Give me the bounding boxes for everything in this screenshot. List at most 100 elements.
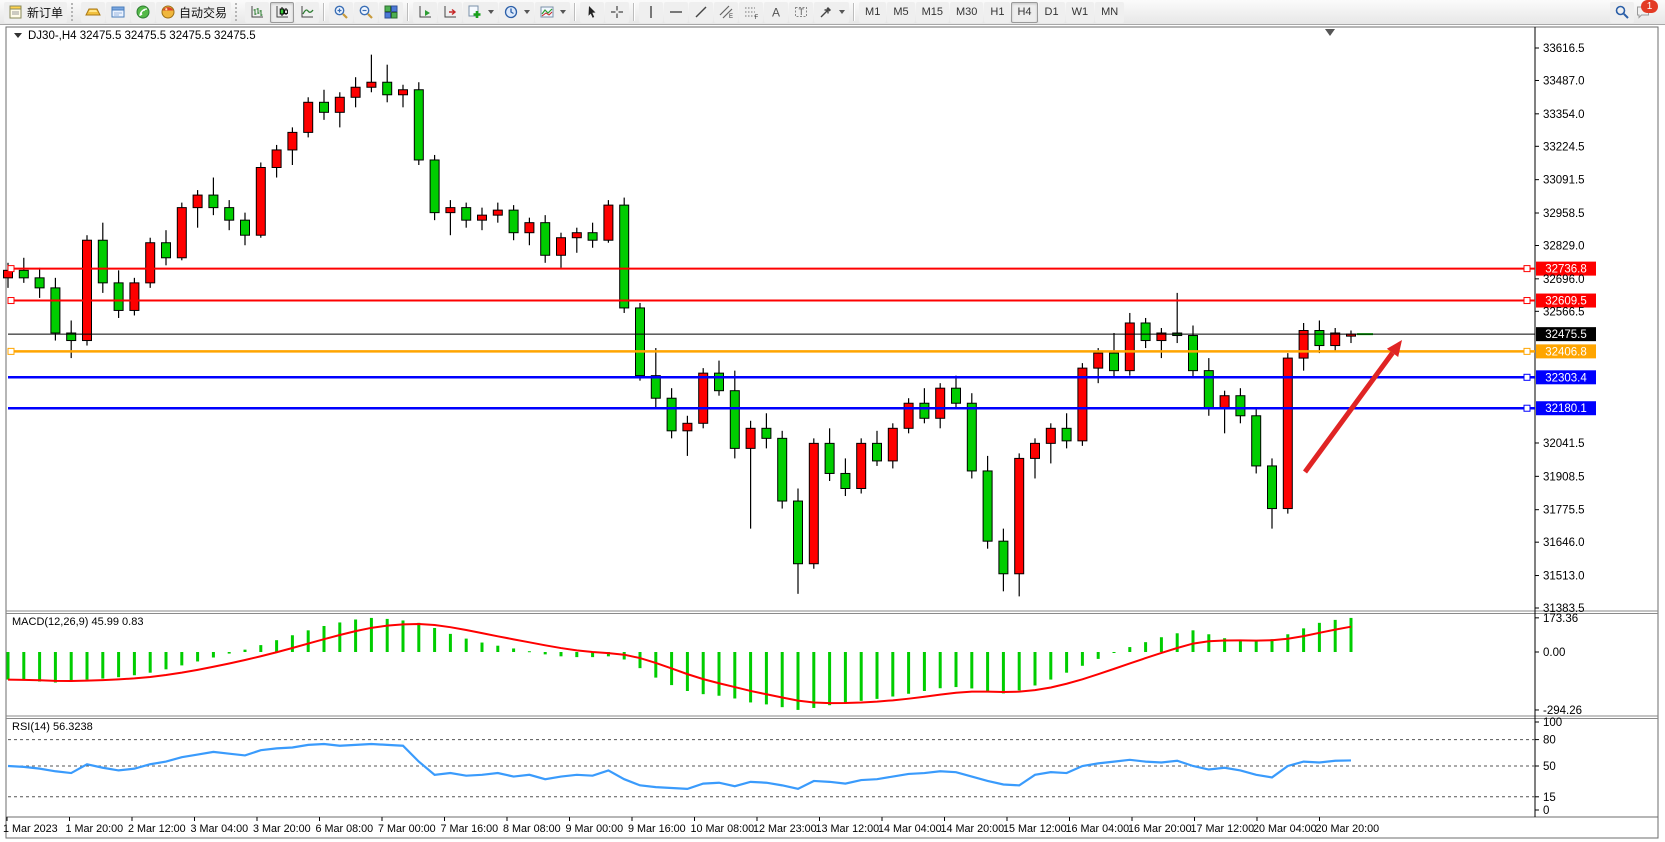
macd-bar — [1302, 628, 1306, 652]
templates-button[interactable] — [535, 1, 571, 23]
candle — [66, 332, 77, 342]
macd-bar — [1049, 652, 1053, 680]
timeframe-mn-button[interactable]: MN — [1095, 1, 1125, 23]
macd-bar — [117, 652, 121, 678]
time-axis-label: 9 Mar 00:00 — [566, 823, 624, 835]
main-toolbar: 新订单 自动交易 — [0, 0, 1665, 25]
macd-bar — [338, 622, 342, 652]
macd-bar — [1175, 633, 1179, 652]
fibonacci-button[interactable]: F — [739, 1, 764, 23]
price-line-label — [1536, 401, 1596, 416]
macd-pane: MACD(12,26,9) 45.99 0.83 173.36 0.00 -294.2… — [6, 613, 1582, 717]
time-axis-label: 14 Mar 04:00 — [878, 823, 942, 835]
chart-shift-button[interactable] — [438, 1, 463, 23]
svg-text:32475.5: 32475.5 — [1545, 329, 1587, 341]
timeframe-h4-button[interactable]: H4 — [1011, 1, 1038, 23]
timeframe-w1-button[interactable]: W1 — [1065, 1, 1095, 23]
chat-button[interactable]: 1 — [1635, 0, 1658, 20]
candle — [998, 540, 1009, 575]
new-chart-button[interactable] — [463, 1, 499, 23]
macd-bar — [1017, 652, 1021, 691]
candle — [224, 207, 235, 221]
arrows-tool-button[interactable] — [814, 1, 850, 23]
timeframe-m1-button[interactable]: M1 — [859, 1, 887, 23]
line-chart-button[interactable] — [295, 1, 320, 23]
toolbar-grip — [235, 3, 241, 21]
timeframe-m30-button[interactable]: M30 — [950, 1, 984, 23]
candle — [919, 402, 930, 419]
timeframe-h1-button[interactable]: H1 — [984, 1, 1011, 23]
candle — [872, 442, 882, 462]
equidistant-channel-button[interactable]: E — [714, 1, 739, 23]
time-axis-label: 20 Mar 20:00 — [1316, 823, 1380, 835]
macd-bar — [1286, 634, 1290, 652]
candle — [287, 131, 298, 151]
macd-bar — [796, 652, 800, 710]
dropdown-caret — [839, 10, 846, 14]
macd-bar — [954, 652, 958, 688]
candle — [477, 214, 487, 221]
macd-bar — [1191, 630, 1195, 652]
zoom-out-icon — [359, 5, 373, 19]
candle — [176, 207, 187, 259]
trend-arrow — [1302, 351, 1395, 474]
periods-button[interactable] — [499, 1, 535, 23]
candle — [303, 101, 314, 133]
macd-bar — [211, 652, 215, 658]
text-label-button[interactable]: T — [789, 1, 814, 23]
macd-bar — [417, 622, 421, 652]
crosshair-button[interactable] — [605, 1, 630, 23]
candle — [492, 209, 503, 216]
candle — [1330, 332, 1341, 347]
svg-text:32180.1: 32180.1 — [1545, 403, 1587, 415]
candlestick-chart-button[interactable] — [270, 1, 295, 23]
time-axis-label: 14 Mar 20:00 — [941, 823, 1005, 835]
svg-text:0.00: 0.00 — [1543, 647, 1565, 659]
timeframe-m5-button[interactable]: M5 — [887, 1, 915, 23]
trendline-button[interactable] — [689, 1, 714, 23]
search-button[interactable] — [1610, 1, 1634, 23]
tile-windows-icon — [384, 5, 398, 19]
macd-bar — [1349, 617, 1353, 652]
vertical-line-button[interactable] — [639, 1, 664, 23]
zoom-in-button[interactable] — [329, 1, 354, 23]
new-order-button[interactable]: 新订单 — [4, 1, 68, 23]
svg-text:32609.5: 32609.5 — [1545, 296, 1587, 308]
text-button[interactable]: A — [764, 1, 789, 23]
macd-bar — [1128, 647, 1132, 652]
dropdown-caret — [560, 10, 567, 14]
signals-icon — [136, 5, 150, 19]
macd-bar — [85, 652, 89, 680]
terminal-button[interactable] — [106, 1, 131, 23]
macd-label: MACD(12,26,9) 45.99 0.83 — [12, 616, 143, 628]
zoom-out-button[interactable] — [354, 1, 379, 23]
macd-bar — [1065, 652, 1069, 673]
macd-bar — [433, 627, 437, 652]
time-axis-label: 12 Mar 23:00 — [753, 823, 817, 835]
candle — [445, 207, 456, 214]
bar-chart-button[interactable] — [245, 1, 270, 23]
macd-bar — [6, 652, 10, 680]
timeframe-m15-button[interactable]: M15 — [915, 1, 949, 23]
candle — [18, 269, 29, 279]
svg-text:33487.0: 33487.0 — [1543, 75, 1585, 87]
svg-text:31775.5: 31775.5 — [1543, 505, 1585, 517]
tile-windows-button[interactable] — [379, 1, 404, 23]
macd-bar — [101, 652, 105, 679]
candle — [429, 159, 440, 214]
signals-button[interactable] — [131, 1, 156, 23]
auto-scroll-button[interactable] — [413, 1, 438, 23]
gold-ingot-button[interactable] — [81, 1, 106, 23]
auto-trading-button[interactable]: 自动交易 — [156, 1, 232, 23]
macd-bar — [148, 652, 152, 673]
text-icon: A — [772, 6, 780, 20]
terminal-icon — [111, 6, 125, 18]
time-axis-label: 16 Mar 04:00 — [1066, 823, 1130, 835]
horizontal-line-button[interactable] — [664, 1, 689, 23]
candle — [714, 372, 724, 392]
candle — [808, 442, 819, 565]
cursor-button[interactable] — [580, 1, 605, 23]
timeframe-d1-button[interactable]: D1 — [1038, 1, 1065, 23]
macd-bar — [464, 638, 468, 652]
